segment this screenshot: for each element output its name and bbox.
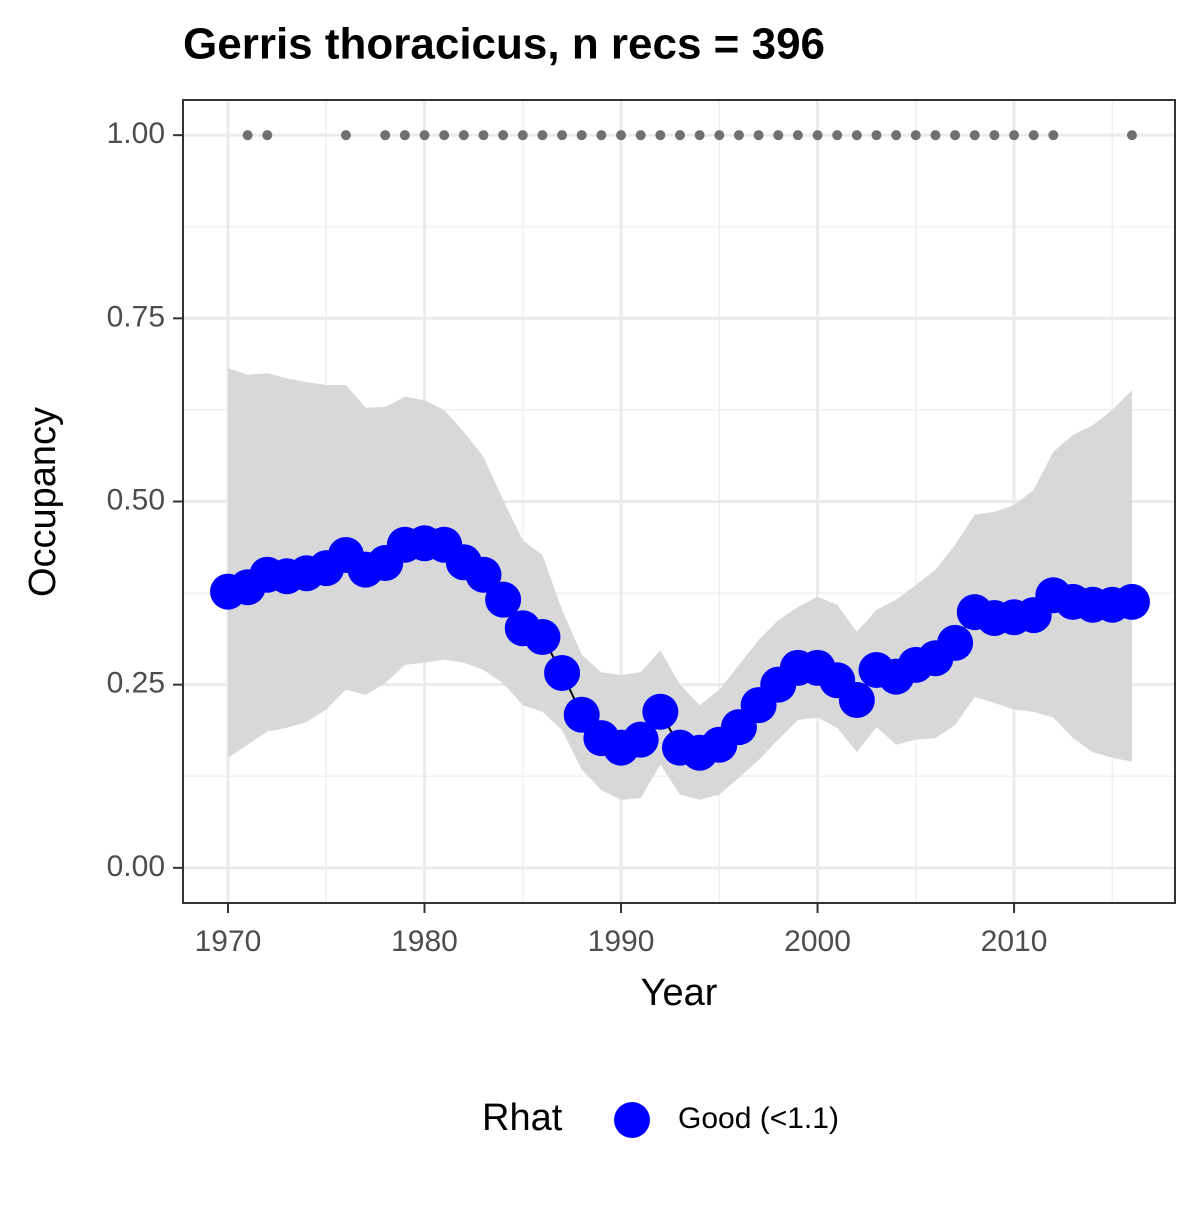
record-point — [832, 130, 843, 141]
record-point — [1028, 130, 1039, 141]
record-point — [478, 130, 489, 141]
record-point — [399, 130, 410, 141]
record-point — [1126, 130, 1137, 141]
record-point — [773, 130, 784, 141]
x-tick-label: 2010 — [981, 925, 1048, 958]
y-tick-label: 0.50 — [107, 483, 165, 516]
record-point — [733, 130, 744, 141]
record-point — [262, 130, 273, 141]
record-point — [1009, 130, 1020, 141]
record-point — [891, 130, 902, 141]
y-axis-label: Occupancy — [22, 407, 64, 597]
data-point — [622, 721, 659, 758]
record-point — [871, 130, 882, 141]
record-point — [1048, 130, 1059, 141]
data-point — [524, 619, 561, 656]
y-tick-label: 0.75 — [107, 300, 165, 333]
y-tick-label: 0.25 — [107, 667, 165, 700]
record-point — [557, 130, 568, 141]
data-point — [1113, 583, 1150, 620]
record-point — [714, 130, 725, 141]
record-point — [596, 130, 607, 141]
record-point — [910, 130, 921, 141]
record-point — [419, 130, 430, 141]
plot-border — [182, 99, 1176, 904]
record-point — [517, 130, 528, 141]
record-point — [655, 130, 666, 141]
data-point — [485, 581, 522, 618]
data-point — [642, 693, 679, 730]
y-tick-label: 0.00 — [107, 850, 165, 883]
legend-title: Rhat — [482, 1097, 563, 1139]
record-point — [851, 130, 862, 141]
x-tick-label: 1970 — [195, 925, 262, 958]
legend-marker — [614, 1102, 650, 1138]
record-point — [458, 130, 469, 141]
record-point — [812, 130, 823, 141]
record-point — [439, 130, 450, 141]
record-point — [635, 130, 646, 141]
record-point — [753, 130, 764, 141]
record-point — [792, 130, 803, 141]
x-axis-label: Year — [641, 972, 718, 1014]
x-tick-label: 1990 — [588, 925, 655, 958]
record-point — [950, 130, 961, 141]
data-point — [544, 654, 581, 691]
y-tick-label: 1.00 — [107, 117, 165, 150]
record-point — [380, 130, 391, 141]
record-point — [537, 130, 548, 141]
record-point — [969, 130, 980, 141]
record-point — [694, 130, 705, 141]
chart-title: Gerris thoracicus, n recs = 396 — [183, 20, 825, 69]
confidence-band — [228, 368, 1132, 800]
record-point — [989, 130, 1000, 141]
data-point — [838, 682, 875, 719]
record-point — [576, 130, 587, 141]
data-point — [937, 624, 974, 661]
record-point — [340, 130, 351, 141]
record-point — [616, 130, 627, 141]
record-point — [498, 130, 509, 141]
record-point — [242, 130, 253, 141]
data-point — [465, 556, 502, 593]
record-point — [930, 130, 941, 141]
legend-label: Good (<1.1) — [678, 1102, 839, 1135]
x-tick-label: 1980 — [391, 925, 458, 958]
record-point — [674, 130, 685, 141]
x-tick-label: 2000 — [784, 925, 851, 958]
